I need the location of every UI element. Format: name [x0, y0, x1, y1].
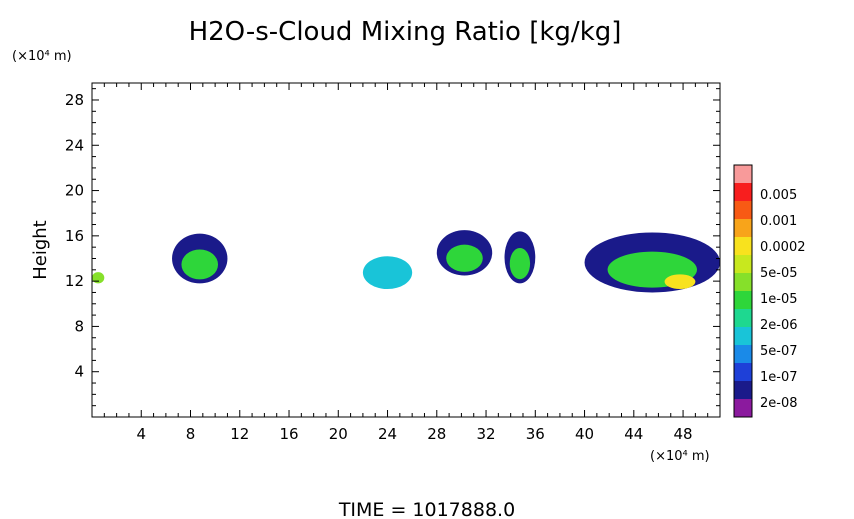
- colorbar-swatch: [734, 345, 752, 363]
- colorbar-swatch: [734, 237, 752, 255]
- x-axis-unit: (×10⁴ m): [650, 449, 710, 464]
- x-tick-label: 12: [230, 425, 249, 443]
- x-tick-label: 24: [378, 425, 397, 443]
- time-annotation: TIME = 1017888.0: [338, 499, 515, 519]
- colorbar: [733, 164, 753, 418]
- x-tick-label: 36: [526, 425, 545, 443]
- colorbar-swatch: [734, 399, 752, 417]
- x-tick-label: 20: [329, 425, 348, 443]
- colorbar-label: 2e-08: [760, 396, 798, 411]
- x-tick-label: 28: [427, 425, 446, 443]
- chart-title: H2O-s-Cloud Mixing Ratio [kg/kg]: [189, 17, 622, 47]
- colorbar-label: 1e-07: [760, 370, 798, 385]
- x-tick-label: 32: [476, 425, 495, 443]
- colorbar-label: 5e-07: [760, 344, 798, 359]
- y-axis-label: Height: [30, 220, 51, 280]
- y-tick-label: 24: [65, 136, 84, 154]
- y-tick-labels: 4 8 12 16 20 24 28: [65, 91, 84, 381]
- x-tick-label: 8: [186, 425, 196, 443]
- colorbar-swatch: [734, 255, 752, 273]
- colorbar-swatch: [734, 201, 752, 219]
- y-axis-unit: (×10⁴ m): [12, 49, 72, 64]
- cloud-region-1: [362, 256, 413, 290]
- colorbar-label: 0.0002: [760, 240, 806, 255]
- y-tick-label: 28: [65, 91, 84, 109]
- colorbar-swatch: [734, 165, 752, 183]
- colorbar-swatch: [734, 309, 752, 327]
- colorbar-label: 0.001: [760, 214, 797, 229]
- colorbar-swatch: [734, 363, 752, 381]
- x-tick-label: 16: [279, 425, 298, 443]
- colorbar-swatch: [734, 381, 752, 399]
- colorbar-label: 5e-05: [760, 266, 798, 281]
- colorbar-label: 1e-05: [760, 292, 798, 307]
- plot-frame: [91, 82, 721, 418]
- x-tick-labels: 4 8 12 16 20 24 28 32 36 40 44 48: [136, 425, 692, 443]
- cloud-core-3: [509, 247, 531, 280]
- y-tick-label: 4: [74, 363, 84, 381]
- cloud-core-2: [446, 244, 483, 272]
- cloud-core-0: [181, 249, 219, 280]
- colorbar-swatch: [734, 273, 752, 291]
- colorbar-label: 2e-06: [760, 318, 798, 333]
- colorbar-frame: [733, 164, 753, 418]
- x-tick-label: 40: [575, 425, 594, 443]
- colorbar-labels: 2e-08 1e-07 5e-07 2e-06 1e-05 5e-05 0.0002 0.00…: [760, 188, 806, 411]
- y-tick-label: 20: [65, 182, 84, 200]
- axis-ticks: [92, 83, 720, 417]
- y-tick-label: 16: [65, 227, 84, 245]
- y-tick-label: 8: [74, 317, 84, 335]
- colorbar-label: 0.005: [760, 188, 797, 203]
- x-tick-label: 44: [624, 425, 643, 443]
- cloud-region-6: [92, 272, 105, 284]
- cloud-field: [92, 230, 721, 293]
- x-tick-label: 48: [674, 425, 693, 443]
- x-tick-label: 4: [136, 425, 146, 443]
- colorbar-swatch: [734, 327, 752, 345]
- colorbar-swatch: [734, 183, 752, 201]
- cloud-region-5: [664, 274, 696, 290]
- colorbar-swatch: [734, 219, 752, 237]
- colorbar-swatch: [734, 291, 752, 309]
- y-tick-label: 12: [65, 272, 84, 290]
